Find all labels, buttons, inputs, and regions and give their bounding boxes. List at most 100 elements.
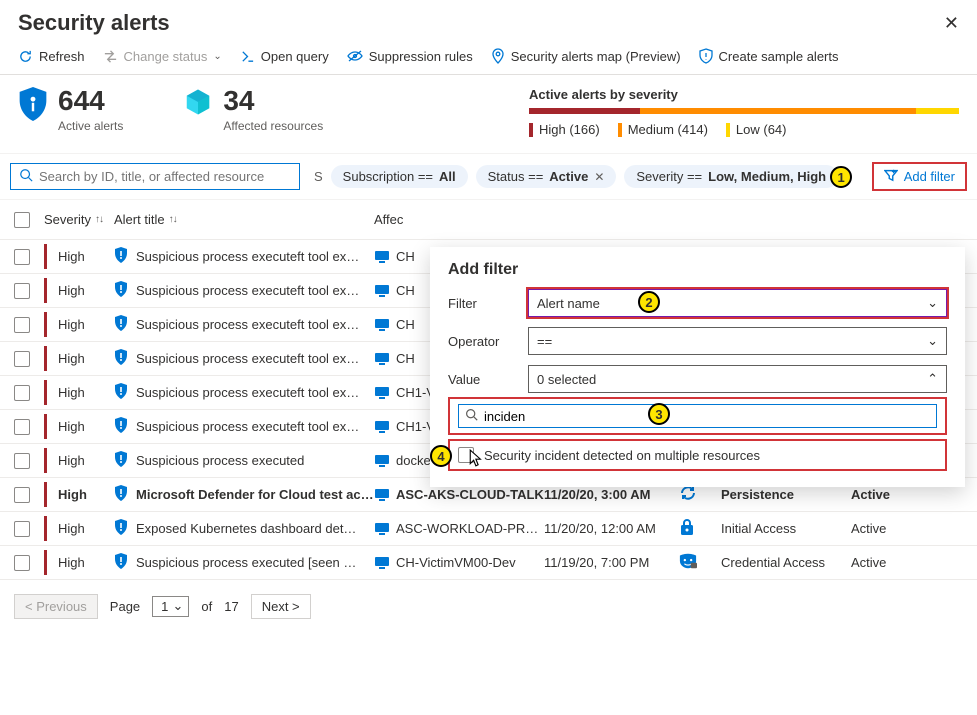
- status-cell: Active: [851, 487, 911, 502]
- shield-icon: [114, 349, 128, 368]
- row-checkbox[interactable]: [14, 453, 30, 469]
- open-query-button[interactable]: Open query: [240, 49, 329, 64]
- tactic-cell: Initial Access: [721, 521, 851, 536]
- row-checkbox[interactable]: [14, 385, 30, 401]
- table-row[interactable]: HighExposed Kubernetes dashboard det…ASC…: [0, 512, 977, 546]
- severity-cell: High: [44, 283, 114, 298]
- close-icon[interactable]: ✕: [944, 13, 959, 34]
- alerts-map-button[interactable]: Security alerts map (Preview): [491, 48, 681, 64]
- filter-pill-subscription[interactable]: Subscription == All: [331, 165, 468, 188]
- resource-cell: ASC-AKS-CLOUD-TALK: [374, 487, 544, 502]
- shield-icon: [114, 451, 128, 470]
- page-select[interactable]: 1: [152, 596, 189, 617]
- title-cell: Suspicious process executed: [114, 451, 374, 470]
- severity-cell: High: [44, 555, 114, 570]
- cube-icon: [183, 87, 213, 120]
- affected-resources-stat: 34 Affected resources: [183, 87, 323, 133]
- row-checkbox[interactable]: [14, 521, 30, 537]
- row-checkbox[interactable]: [14, 351, 30, 367]
- title-cell: Suspicious process executeft tool ex…: [114, 315, 374, 334]
- title-cell: Suspicious process executeft tool ex…: [114, 383, 374, 402]
- value-select[interactable]: 0 selected ⌃: [528, 365, 947, 393]
- callout-4: 4: [430, 445, 452, 467]
- col-resource[interactable]: Affec: [374, 212, 544, 227]
- col-severity[interactable]: Severity↑↓: [44, 212, 114, 227]
- status-cell: Active: [851, 521, 911, 536]
- vm-icon: [374, 352, 390, 366]
- map-pin-icon: [491, 48, 505, 64]
- severity-bar-high: [529, 108, 640, 114]
- callout-3: 3: [648, 403, 670, 425]
- page-title: Security alerts: [18, 10, 170, 36]
- filter-name-select[interactable]: Alert name ⌄: [528, 289, 947, 317]
- shield-exclaim-icon: [699, 48, 713, 64]
- filter-bar: S Subscription == All Status == Active ✕…: [0, 153, 977, 200]
- severity-cell: High: [44, 317, 114, 332]
- row-checkbox[interactable]: [14, 419, 30, 435]
- severity-cell: High: [44, 249, 114, 264]
- vm-icon: [374, 556, 390, 570]
- search-input[interactable]: [10, 163, 300, 190]
- refresh-button[interactable]: Refresh: [18, 49, 85, 64]
- switch-icon: [103, 49, 118, 64]
- value-search-input[interactable]: [458, 404, 937, 428]
- change-status-button: Change status ⌄: [103, 49, 222, 64]
- value-search-row: 3: [448, 397, 947, 435]
- add-filter-button[interactable]: Add filter: [872, 162, 967, 191]
- operator-select[interactable]: == ⌄: [528, 327, 947, 355]
- chevron-up-icon: ⌃: [927, 371, 938, 387]
- row-checkbox[interactable]: [14, 317, 30, 333]
- col-title[interactable]: Alert title↑↓: [114, 212, 374, 227]
- title-cell: Microsoft Defender for Cloud test ac …: [114, 485, 374, 504]
- chevron-down-icon: ⌄: [927, 333, 938, 349]
- severity-summary: Active alerts by severity High (166) Med…: [529, 87, 959, 137]
- tactic-cell: Persistence: [721, 487, 851, 502]
- severity-cell: High: [44, 521, 114, 536]
- resource-cell: ASC-WORKLOAD-PRO…: [374, 521, 544, 536]
- suppression-rules-button[interactable]: Suppression rules: [347, 49, 473, 64]
- refresh-icon: [18, 49, 33, 64]
- row-checkbox[interactable]: [14, 487, 30, 503]
- severity-bar-low: [916, 108, 959, 114]
- chevron-down-icon: ⌄: [927, 295, 938, 311]
- shield-icon: [114, 519, 128, 538]
- vm-icon: [374, 454, 390, 468]
- eye-slash-icon: [347, 49, 363, 63]
- query-icon: [240, 49, 255, 64]
- severity-cell: High: [44, 419, 114, 434]
- table-header: Severity↑↓ Alert title↑↓ Affec: [0, 200, 977, 240]
- select-all-checkbox[interactable]: [14, 212, 30, 228]
- remove-filter-icon[interactable]: ✕: [594, 170, 604, 184]
- title-cell: Suspicious process executeft tool ex…: [114, 247, 374, 266]
- row-checkbox[interactable]: [14, 249, 30, 265]
- title-cell: Suspicious process executeft tool ex…: [114, 281, 374, 300]
- filter-icon: [884, 168, 898, 185]
- command-bar: Refresh Change status ⌄ Open query Suppr…: [0, 42, 977, 75]
- shield-icon: [114, 553, 128, 572]
- severity-bar-medium: [640, 108, 916, 114]
- filter-pill-severity[interactable]: Severity == Low, Medium, High 1: [624, 165, 838, 188]
- title-cell: Exposed Kubernetes dashboard det…: [114, 519, 374, 538]
- add-filter-popover: Add filter Filter Alert name ⌄ 2 Operato…: [430, 247, 965, 487]
- time-cell: 11/20/20, 12:00 AM: [544, 521, 679, 536]
- create-sample-button[interactable]: Create sample alerts: [699, 48, 839, 64]
- previous-button: < Previous: [14, 594, 98, 619]
- search-icon: [465, 408, 478, 424]
- tactic-icon-cell: [679, 518, 721, 539]
- row-checkbox[interactable]: [14, 555, 30, 571]
- vm-icon: [374, 522, 390, 536]
- value-option[interactable]: Security incident detected on multiple r…: [448, 439, 947, 471]
- filter-pill-status[interactable]: Status == Active ✕: [476, 165, 617, 188]
- truncated-label: S: [314, 169, 323, 184]
- table-row[interactable]: HighSuspicious process executed [seen …C…: [0, 546, 977, 580]
- shield-icon: [114, 247, 128, 266]
- pagination: < Previous Page 1 of 17 Next >: [0, 580, 977, 633]
- severity-cell: High: [44, 351, 114, 366]
- shield-icon: [18, 87, 48, 124]
- next-button[interactable]: Next >: [251, 594, 311, 619]
- status-cell: Active: [851, 555, 911, 570]
- shield-icon: [114, 281, 128, 300]
- search-icon: [19, 168, 33, 185]
- row-checkbox[interactable]: [14, 283, 30, 299]
- operator-label: Operator: [448, 334, 518, 349]
